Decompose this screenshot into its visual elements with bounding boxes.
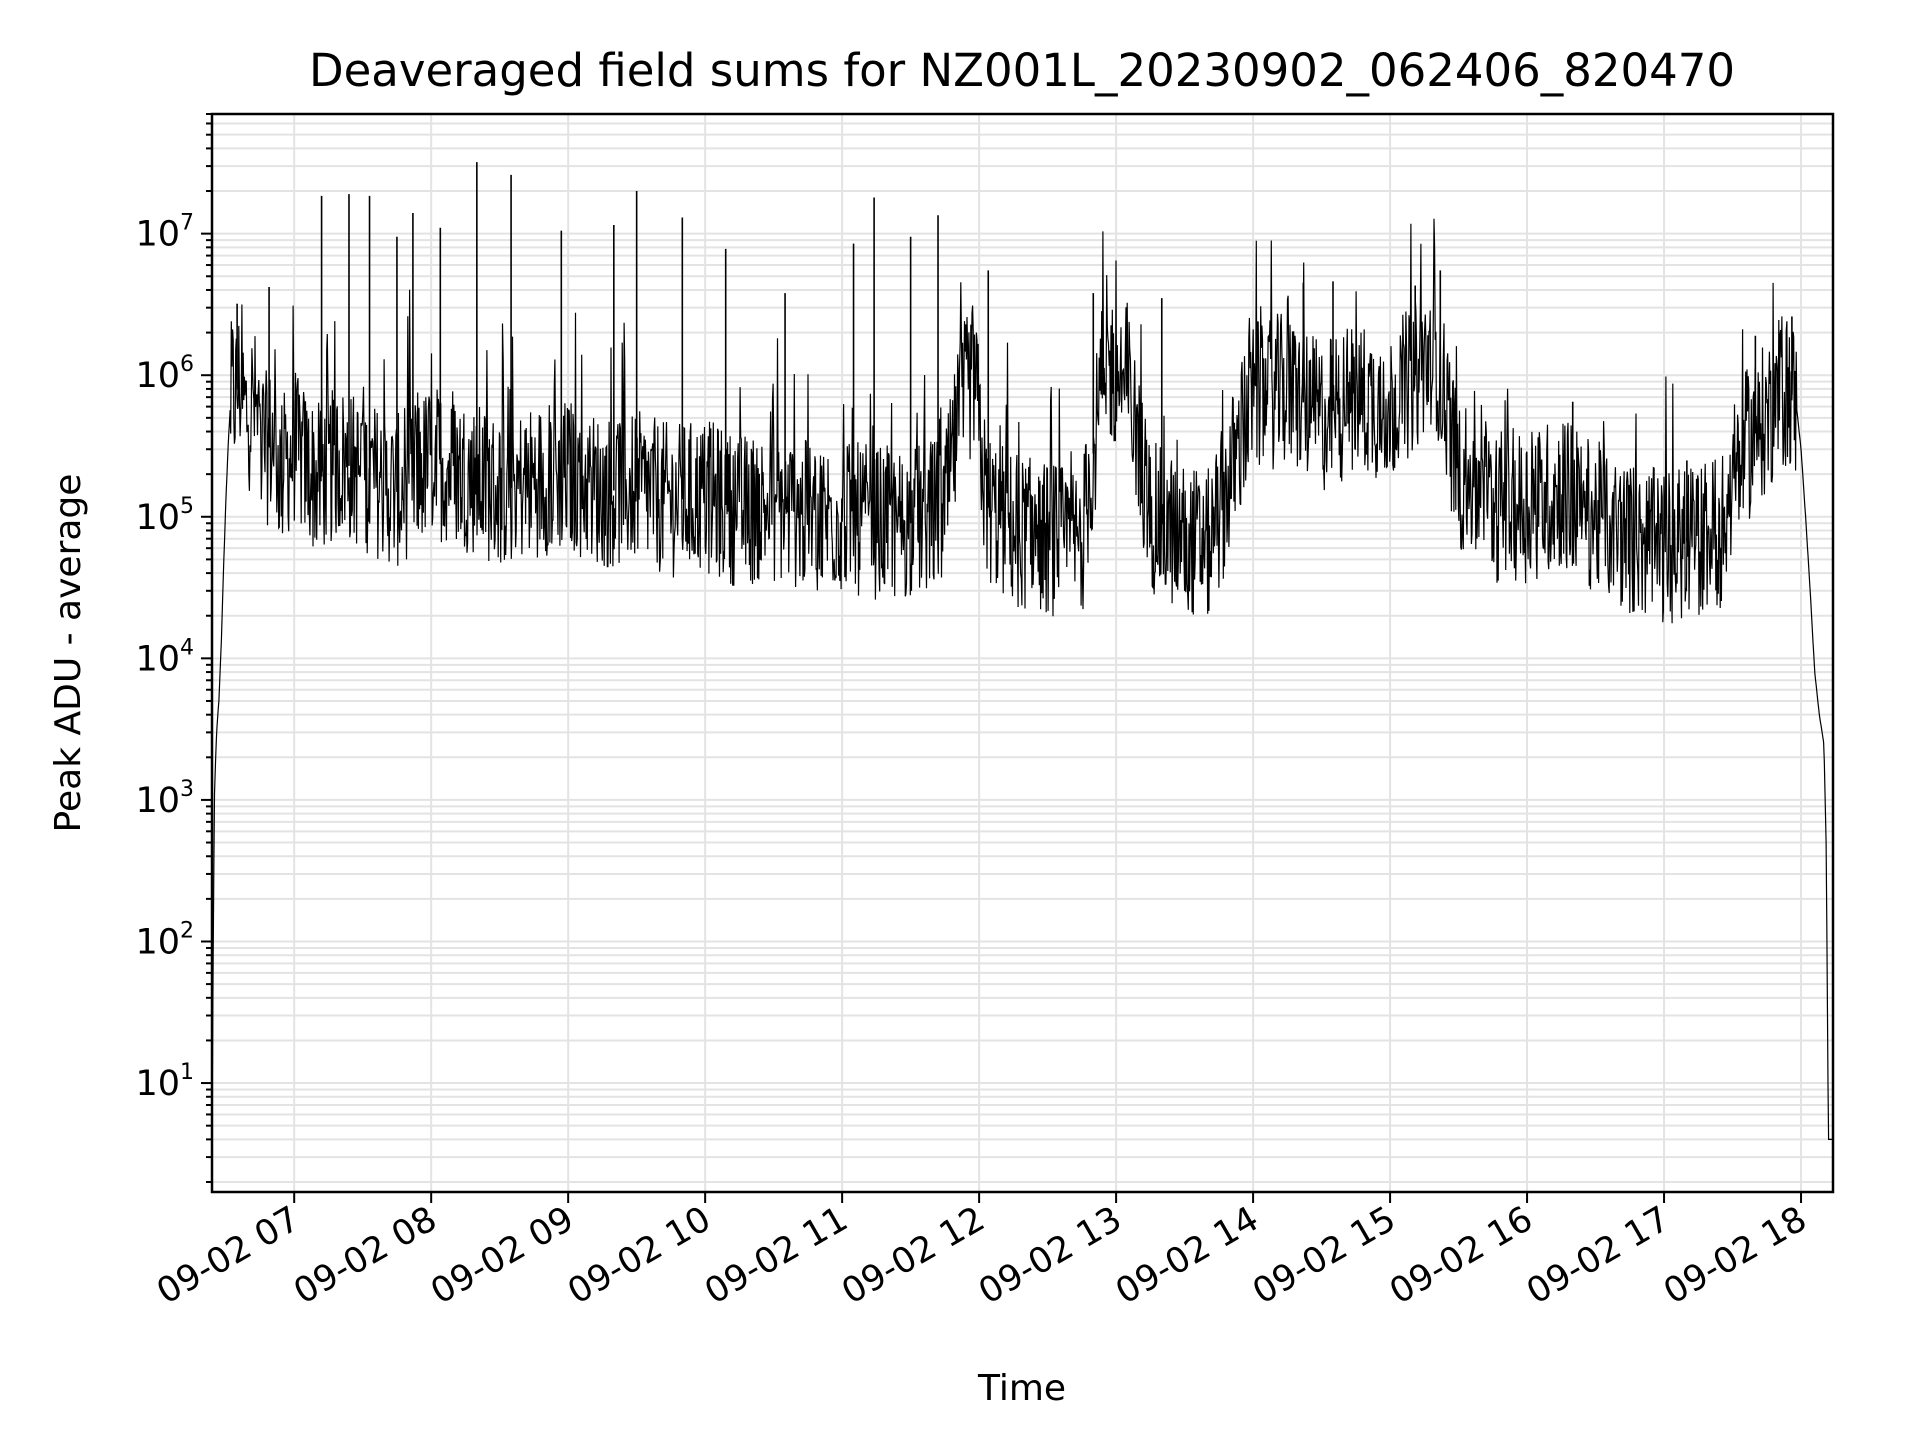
chart-title: Deaveraged field sums for NZ001L_2023090… — [309, 44, 1735, 97]
y-tick-label: 106 — [135, 352, 194, 396]
data-layer — [211, 162, 1833, 1140]
y-tick-exponent: 2 — [180, 918, 194, 943]
y-tick-base: 10 — [135, 639, 180, 679]
x-tick-label: 09-02 08 — [287, 1199, 443, 1312]
y-tick-exponent: 4 — [180, 635, 194, 660]
y-tick-exponent: 6 — [180, 352, 194, 377]
y-tick-base: 10 — [135, 215, 180, 255]
y-axis-label: Peak ADU - average — [48, 474, 89, 833]
x-tick-label: 09-02 11 — [698, 1199, 854, 1312]
x-tick-label: 09-02 17 — [1520, 1199, 1676, 1312]
y-tick-label: 104 — [135, 635, 194, 679]
x-tick-label: 09-02 15 — [1246, 1199, 1402, 1312]
y-tick-base: 10 — [135, 356, 180, 396]
x-tick-label: 09-02 10 — [561, 1199, 717, 1312]
plot-frame — [210, 112, 1835, 1194]
y-tick-exponent: 1 — [180, 1060, 194, 1085]
x-tick-label: 09-02 09 — [424, 1199, 580, 1312]
x-tick-label: 09-02 18 — [1657, 1199, 1813, 1312]
y-tick-label: 102 — [135, 918, 194, 962]
y-tick-base: 10 — [135, 1064, 180, 1104]
y-tick-base: 10 — [135, 781, 180, 821]
x-axis-label: Time — [977, 1368, 1066, 1409]
x-tick-label: 09-02 14 — [1109, 1199, 1265, 1312]
x-tick-label: 09-02 16 — [1383, 1199, 1539, 1312]
y-tick-label: 105 — [135, 494, 194, 538]
y-tick-label: 101 — [135, 1060, 194, 1104]
x-tick-label: 09-02 12 — [835, 1199, 991, 1312]
x-tick-label: 09-02 13 — [972, 1199, 1128, 1312]
y-tick-base: 10 — [135, 922, 180, 962]
y-tick-base: 10 — [135, 498, 180, 538]
grid-layer — [212, 113, 1833, 1192]
y-tick-exponent: 7 — [180, 211, 194, 236]
y-tick-label: 107 — [135, 211, 194, 255]
y-tick-exponent: 5 — [180, 494, 194, 519]
x-tick-label: 09-02 07 — [150, 1199, 306, 1312]
series-line — [211, 218, 1833, 1140]
y-tick-exponent: 3 — [180, 777, 194, 802]
y-tick-label: 103 — [135, 777, 194, 821]
